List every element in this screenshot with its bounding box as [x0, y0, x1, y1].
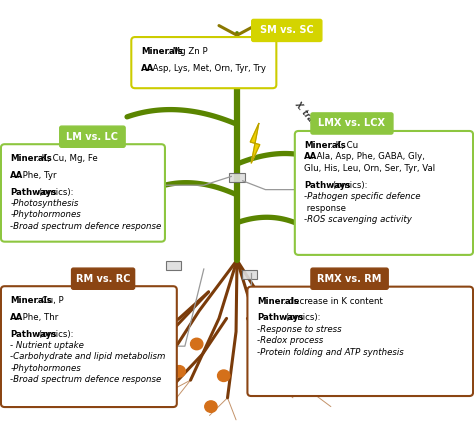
Text: AA: AA — [10, 171, 24, 180]
Text: - Nutrient uptake: - Nutrient uptake — [10, 341, 84, 350]
Text: -Pathogen specific defence: -Pathogen specific defence — [304, 192, 421, 201]
Text: (omics):: (omics): — [330, 180, 368, 190]
FancyBboxPatch shape — [60, 126, 125, 147]
FancyBboxPatch shape — [311, 113, 393, 134]
FancyBboxPatch shape — [1, 286, 177, 407]
Circle shape — [250, 294, 262, 306]
Circle shape — [191, 338, 203, 350]
Text: : Ala, Asp, Phe, GABA, Gly,: : Ala, Asp, Phe, GABA, Gly, — [311, 153, 425, 161]
Text: Minerals: Minerals — [10, 154, 52, 163]
Text: Pathways: Pathways — [10, 187, 57, 197]
Text: : Phe, Tyr: : Phe, Tyr — [17, 171, 56, 180]
Text: AA: AA — [10, 313, 24, 322]
Text: (omics):: (omics): — [36, 329, 74, 339]
Circle shape — [205, 401, 217, 412]
Text: RMX vs. RM: RMX vs. RM — [318, 274, 382, 284]
Text: (omics):: (omics): — [36, 187, 74, 197]
Text: Minerals: Minerals — [257, 297, 299, 306]
Text: : decrease in K content: : decrease in K content — [283, 297, 383, 306]
Text: AA: AA — [141, 64, 154, 73]
Text: -Broad spectrum defence response: -Broad spectrum defence response — [10, 375, 162, 385]
FancyBboxPatch shape — [295, 131, 473, 255]
Text: -Redox process: -Redox process — [257, 336, 323, 345]
Text: -Carbohydrate and lipid metabolism: -Carbohydrate and lipid metabolism — [10, 352, 166, 362]
Text: -Phytohormones: -Phytohormones — [10, 364, 81, 373]
Text: Minerals: Minerals — [10, 296, 52, 305]
Circle shape — [252, 349, 264, 361]
Text: -Photosynthesis: -Photosynthesis — [10, 199, 79, 208]
Text: Minerals: Minerals — [141, 47, 182, 56]
Text: LMX vs. LCX: LMX vs. LCX — [319, 119, 385, 128]
Text: LM vs. LC: LM vs. LC — [66, 132, 118, 142]
Text: response: response — [304, 203, 346, 213]
FancyBboxPatch shape — [229, 173, 245, 182]
FancyBboxPatch shape — [242, 270, 257, 279]
Text: : K, Cu, Mg, Fe: : K, Cu, Mg, Fe — [36, 154, 98, 163]
Circle shape — [281, 314, 293, 325]
FancyBboxPatch shape — [131, 37, 276, 88]
Text: SM vs. SC: SM vs. SC — [260, 26, 314, 35]
Circle shape — [218, 370, 230, 381]
FancyBboxPatch shape — [311, 268, 388, 289]
Text: : Cu, P: : Cu, P — [36, 296, 64, 305]
Text: -Protein folding and ATP synthesis: -Protein folding and ATP synthesis — [257, 348, 404, 357]
Circle shape — [287, 383, 299, 395]
Text: Pathways: Pathways — [10, 329, 57, 339]
Circle shape — [173, 366, 185, 377]
Text: Pathways: Pathways — [257, 313, 303, 322]
Circle shape — [323, 329, 336, 341]
Text: : Mg Zn P: : Mg Zn P — [166, 47, 207, 56]
Text: Pathways: Pathways — [304, 180, 351, 190]
Text: X. translucens: X. translucens — [293, 99, 339, 152]
Text: -Broad spectrum defence response: -Broad spectrum defence response — [10, 222, 162, 231]
Text: : K, Cu: : K, Cu — [330, 141, 358, 150]
FancyBboxPatch shape — [72, 268, 135, 289]
Text: -ROS scavenging activity: -ROS scavenging activity — [304, 215, 412, 224]
FancyBboxPatch shape — [247, 287, 473, 396]
FancyBboxPatch shape — [229, 76, 245, 85]
Text: AA: AA — [304, 153, 318, 161]
Text: RM vs. RC: RM vs. RC — [76, 274, 130, 284]
Text: Glu, His, Leu, Orn, Ser, Tyr, Val: Glu, His, Leu, Orn, Ser, Tyr, Val — [304, 164, 436, 173]
FancyBboxPatch shape — [166, 261, 181, 270]
Polygon shape — [250, 123, 260, 163]
Text: : Phe, Thr: : Phe, Thr — [17, 313, 58, 322]
Text: : Asp, Lys, Met, Orn, Tyr, Try: : Asp, Lys, Met, Orn, Tyr, Try — [147, 64, 266, 73]
Text: Minerals: Minerals — [304, 141, 346, 150]
Circle shape — [302, 345, 314, 356]
FancyBboxPatch shape — [252, 19, 322, 41]
Text: (omics):: (omics): — [283, 313, 320, 322]
Text: -Response to stress: -Response to stress — [257, 325, 342, 334]
Text: -Phytohormones: -Phytohormones — [10, 210, 81, 220]
FancyBboxPatch shape — [1, 144, 165, 242]
